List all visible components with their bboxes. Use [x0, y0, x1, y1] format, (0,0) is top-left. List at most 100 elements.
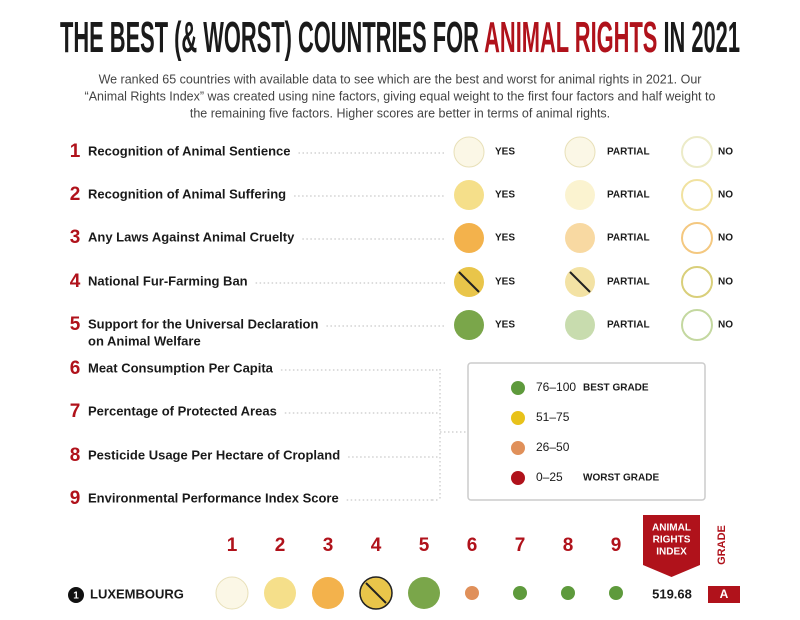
icon-partial	[565, 180, 595, 210]
dot	[609, 586, 623, 600]
dot	[465, 586, 479, 600]
rank-badge	[68, 587, 84, 603]
legend-swatch	[511, 381, 525, 395]
option-label: PARTIAL	[607, 277, 650, 288]
option-label: YES	[495, 190, 515, 201]
index-header: ANIMAL	[652, 523, 691, 534]
title-highlight: ANIMAL RIGHTS	[484, 13, 657, 62]
column-number: 2	[275, 535, 286, 556]
icon-no	[681, 222, 713, 254]
icon-cross	[569, 271, 591, 293]
factor-number: 4	[70, 271, 81, 292]
grade: A	[720, 587, 729, 601]
bracket	[439, 369, 468, 499]
legend-note: WORST GRADE	[583, 473, 659, 484]
factor-number: 6	[70, 358, 81, 379]
icon-suffering	[264, 577, 296, 609]
option-label: NO	[718, 233, 733, 244]
icon-no	[681, 136, 713, 168]
factor-number: 1	[70, 141, 81, 162]
column-number: 4	[371, 535, 382, 556]
column-number: 7	[515, 535, 526, 556]
intro-line: We ranked 65 countries with available da…	[99, 72, 702, 86]
legend-swatch	[511, 411, 525, 425]
grade-box	[708, 586, 740, 603]
title-part: THE BEST (& WORST) COUNTRIES FOR	[60, 13, 479, 62]
column-number: 3	[323, 535, 334, 556]
icon-yes	[454, 223, 484, 253]
factor-label: Environmental Performance Index Score	[88, 490, 339, 505]
icon-partial	[564, 136, 596, 168]
factor-number: 5	[70, 314, 81, 335]
title-part: IN 2021	[663, 13, 740, 62]
score: 519.68	[652, 586, 692, 601]
factor-number: 8	[70, 445, 81, 466]
icon-fur-cross	[365, 582, 387, 604]
column-number: 5	[419, 535, 430, 556]
factor-label: on Animal Welfare	[88, 333, 201, 348]
factor-number: 9	[70, 488, 81, 509]
legend-range: 0–25	[536, 470, 563, 484]
factor-label: Pesticide Usage Per Hectare of Cropland	[88, 447, 340, 462]
column-number: 8	[563, 535, 574, 556]
icon-no	[681, 179, 713, 211]
column-number: 1	[227, 535, 238, 556]
icon-yes	[454, 310, 484, 340]
icon-partial	[565, 310, 595, 340]
option-label: YES	[495, 147, 515, 158]
rank: 1	[73, 591, 79, 602]
title: THE BEST (& WORST) COUNTRIES FOR ANIMAL …	[60, 13, 740, 62]
intro-line: the remaining five factors. Higher score…	[190, 106, 610, 120]
index-header: INDEX	[656, 547, 687, 558]
icon-partial	[565, 223, 595, 253]
option-label: NO	[718, 277, 733, 288]
factor-label: Percentage of Protected Areas	[88, 403, 277, 418]
icon-cruelty	[312, 577, 344, 609]
icon-yes	[453, 136, 485, 168]
country: LUXEMBOURG	[90, 586, 184, 601]
legend-swatch	[511, 441, 525, 455]
dot	[513, 586, 527, 600]
factor-number: 2	[70, 184, 81, 205]
column-number: 9	[611, 535, 622, 556]
icon-cross	[458, 271, 480, 293]
row-icons	[215, 576, 623, 610]
icon-no	[681, 309, 713, 341]
option-label: PARTIAL	[607, 190, 650, 201]
factor-label: Any Laws Against Animal Cruelty	[88, 229, 295, 244]
legend-range: 51–75	[536, 410, 570, 424]
option-label: NO	[718, 320, 733, 331]
dot	[561, 586, 575, 600]
factor-label: Support for the Universal Declaration	[88, 316, 318, 331]
index-banner	[643, 515, 700, 565]
legend-note: BEST GRADE	[583, 383, 649, 394]
index-header: RIGHTS	[653, 535, 691, 546]
legend-box	[467, 362, 706, 501]
factor-label: Recognition of Animal Sentience	[88, 143, 290, 158]
grade-header: GRADE	[716, 525, 728, 565]
factor-number: 3	[70, 227, 81, 248]
option-label: PARTIAL	[607, 320, 650, 331]
legend-range: 26–50	[536, 440, 570, 454]
option-label: PARTIAL	[607, 233, 650, 244]
option-label: PARTIAL	[607, 147, 650, 158]
intro-line: “Animal Rights Index” was created using …	[85, 89, 716, 103]
factor-label: Meat Consumption Per Capita	[88, 360, 274, 375]
factor-number: 7	[70, 401, 81, 422]
option-label: NO	[718, 190, 733, 201]
legend-swatch	[511, 471, 525, 485]
legend-range: 76–100	[536, 380, 576, 394]
factor-label: Recognition of Animal Suffering	[88, 186, 286, 201]
icon-yes	[454, 180, 484, 210]
factor-label: National Fur-Farming Ban	[88, 273, 248, 288]
column-number: 6	[467, 535, 478, 556]
option-label: YES	[495, 320, 515, 331]
icon-sentience	[215, 576, 249, 610]
option-label: NO	[718, 147, 733, 158]
index-banner-tip	[643, 565, 700, 577]
icon-welfare	[408, 577, 440, 609]
option-label: YES	[495, 233, 515, 244]
icon-no	[681, 266, 713, 298]
option-label: YES	[495, 277, 515, 288]
